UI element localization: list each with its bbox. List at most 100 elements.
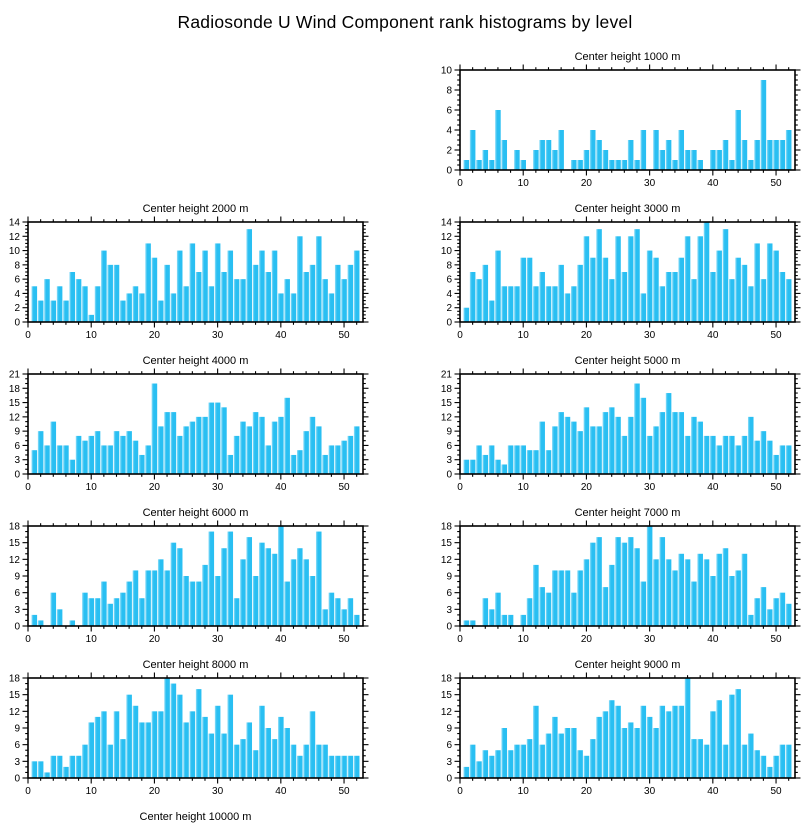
x-tick-label: 30 <box>212 482 224 493</box>
subplot-title: Center height 5000 m <box>575 355 681 367</box>
bar <box>170 412 177 474</box>
y-tick-label: 0 <box>446 166 452 177</box>
bar <box>107 445 113 474</box>
bar <box>539 587 545 626</box>
bar <box>659 150 666 170</box>
bar <box>672 570 678 626</box>
bar <box>482 264 489 322</box>
x-tick-label: 20 <box>581 178 593 189</box>
bar <box>773 755 779 778</box>
bar <box>672 272 678 322</box>
bar <box>779 445 786 474</box>
bar <box>754 140 760 170</box>
bar <box>710 150 716 170</box>
x-tick-label: 40 <box>707 482 719 493</box>
y-tick-label: 2 <box>14 303 20 314</box>
bar <box>621 728 628 778</box>
bar <box>596 140 602 170</box>
bar <box>754 243 760 322</box>
bar <box>558 264 564 322</box>
bar <box>621 542 628 626</box>
subplot-7: Center height 7000 m 0 10 20 30 40 50 0 3 6 9 12 15 1… <box>441 507 801 645</box>
x-tick-label: 30 <box>644 634 656 645</box>
bar <box>785 445 792 474</box>
bar <box>615 236 621 322</box>
bar <box>583 236 590 322</box>
bar <box>495 459 501 474</box>
x-tick-label: 30 <box>644 330 656 341</box>
y-tick-label: 10 <box>441 246 453 257</box>
bar <box>659 286 666 322</box>
y-tick-label: 0 <box>14 774 20 785</box>
bar <box>684 150 691 170</box>
bar <box>138 454 145 474</box>
bar <box>469 744 476 778</box>
bar <box>132 705 139 778</box>
bar <box>44 279 50 322</box>
bar <box>309 264 316 322</box>
bar <box>501 614 508 626</box>
bar <box>627 236 634 322</box>
bar <box>183 426 189 474</box>
subplot-5: Center height 5000 m 0 10 20 30 40 50 0 3 6 9 12 15 1… <box>441 355 801 493</box>
y-tick-label: 0 <box>446 774 452 785</box>
bar <box>328 293 335 322</box>
bar <box>646 526 653 626</box>
bar <box>577 431 583 474</box>
bar <box>779 140 786 170</box>
bar <box>545 450 552 474</box>
bar <box>558 412 564 474</box>
y-tick-label: 14 <box>9 218 21 229</box>
subplot-3: Center height 3000 m 0 10 20 30 40 50 0 2 4 6 8 10 12… <box>441 203 801 341</box>
bar <box>514 286 520 322</box>
bar <box>577 160 583 170</box>
plot-frame <box>459 373 796 475</box>
y-tick-label: 0 <box>14 318 20 329</box>
y-tick-label: 9 <box>14 572 20 583</box>
x-tick-label: 20 <box>149 786 161 797</box>
bar <box>615 537 621 626</box>
bar <box>741 435 748 474</box>
bar <box>252 412 259 474</box>
subplot-title: Center height 6000 m <box>143 507 249 519</box>
x-tick-label: 40 <box>275 634 287 645</box>
bar <box>265 548 271 626</box>
bar <box>227 531 234 626</box>
bar <box>766 243 773 322</box>
bar <box>602 257 609 322</box>
bar <box>271 739 278 778</box>
bar <box>284 581 290 626</box>
bar <box>113 711 120 778</box>
x-tick-label: 10 <box>86 634 98 645</box>
bar <box>189 581 196 626</box>
bar <box>691 739 697 778</box>
bar <box>747 733 754 778</box>
bar <box>552 716 558 778</box>
x-tick-label: 50 <box>770 178 782 189</box>
bar <box>126 293 132 322</box>
bar <box>195 416 202 474</box>
y-tick-label: 8 <box>446 86 452 97</box>
figure-title: Radiosonde U Wind Component rank histogr… <box>177 11 633 32</box>
x-tick-label: 0 <box>25 786 31 797</box>
bar <box>779 744 786 778</box>
x-tick-label: 50 <box>338 786 350 797</box>
y-tick-label: 15 <box>9 690 21 701</box>
x-tick-label: 20 <box>149 634 161 645</box>
bar <box>608 407 615 474</box>
bar <box>533 286 539 322</box>
bar <box>627 722 634 778</box>
bar <box>785 744 792 778</box>
bar <box>526 739 533 778</box>
bar <box>684 678 691 778</box>
bar <box>729 576 735 626</box>
bar <box>691 416 697 474</box>
bar <box>570 286 577 322</box>
bar <box>665 711 672 778</box>
bar <box>265 445 271 474</box>
bar <box>94 598 101 626</box>
bar <box>189 711 196 778</box>
y-tick-label: 6 <box>446 740 452 751</box>
bar <box>564 416 571 474</box>
x-tick-label: 50 <box>338 330 350 341</box>
